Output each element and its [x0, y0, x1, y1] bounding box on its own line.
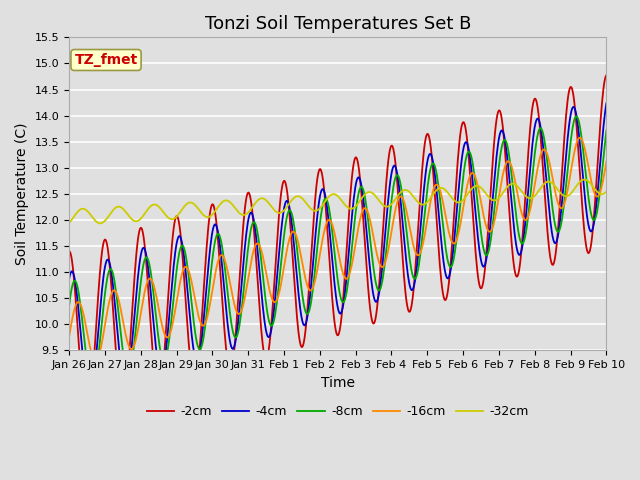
X-axis label: Time: Time: [321, 376, 355, 390]
-2cm: [603, 72, 611, 78]
-32cm: [404, 188, 412, 193]
-16cm: [65, 335, 73, 340]
-4cm: [65, 276, 73, 282]
Legend: -2cm, -4cm, -8cm, -16cm, -32cm: -2cm, -4cm, -8cm, -16cm, -32cm: [141, 400, 534, 423]
-16cm: [576, 135, 584, 141]
Line: -8cm: -8cm: [69, 116, 607, 384]
-8cm: [214, 231, 221, 237]
-4cm: [419, 193, 427, 199]
Y-axis label: Soil Temperature (C): Soil Temperature (C): [15, 122, 29, 265]
-16cm: [75, 299, 83, 305]
Line: -4cm: -4cm: [69, 103, 607, 396]
-16cm: [404, 214, 412, 219]
-8cm: [131, 336, 139, 342]
-16cm: [603, 158, 611, 164]
Line: -16cm: -16cm: [69, 138, 607, 361]
-2cm: [75, 341, 83, 347]
-2cm: [419, 154, 427, 159]
-16cm: [92, 358, 100, 364]
-32cm: [97, 220, 104, 226]
-16cm: [131, 341, 139, 347]
-2cm: [214, 234, 221, 240]
-2cm: [186, 348, 193, 354]
-8cm: [419, 224, 427, 229]
-32cm: [65, 220, 73, 226]
-8cm: [573, 113, 580, 119]
-2cm: [65, 249, 73, 254]
-4cm: [186, 309, 193, 314]
-8cm: [65, 303, 73, 309]
-2cm: [131, 270, 139, 276]
-2cm: [83, 415, 91, 420]
-8cm: [404, 239, 412, 245]
-8cm: [186, 279, 193, 285]
-16cm: [419, 239, 427, 245]
-2cm: [404, 305, 412, 311]
-4cm: [214, 228, 221, 234]
-32cm: [131, 218, 139, 224]
-4cm: [131, 309, 139, 314]
-8cm: [75, 290, 83, 296]
Line: -32cm: -32cm: [69, 180, 607, 223]
Title: Tonzi Soil Temperatures Set B: Tonzi Soil Temperatures Set B: [205, 15, 471, 33]
-32cm: [75, 208, 83, 214]
-4cm: [603, 100, 611, 106]
-32cm: [419, 202, 427, 207]
-16cm: [214, 259, 221, 265]
-32cm: [580, 177, 588, 182]
-32cm: [186, 200, 193, 205]
-8cm: [88, 382, 96, 387]
-4cm: [85, 393, 93, 399]
-32cm: [214, 204, 221, 210]
-8cm: [603, 128, 611, 133]
Line: -2cm: -2cm: [69, 75, 607, 418]
Text: TZ_fmet: TZ_fmet: [74, 53, 138, 67]
-4cm: [404, 270, 412, 276]
-32cm: [603, 189, 611, 194]
-4cm: [75, 310, 83, 315]
-16cm: [186, 270, 193, 276]
